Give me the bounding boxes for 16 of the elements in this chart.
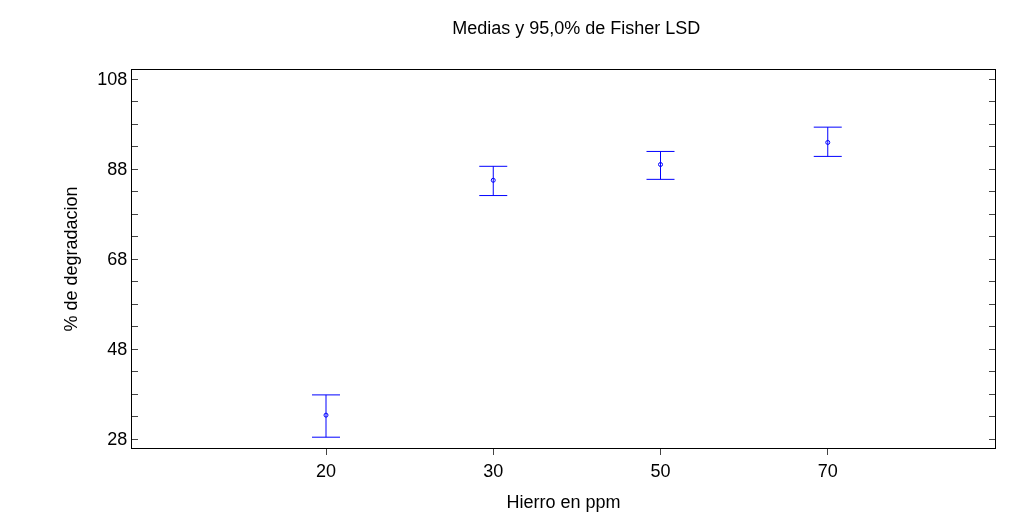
x-tick-label: 30 (483, 460, 504, 481)
x-tick-label: 20 (315, 460, 337, 481)
y-tick-label: 68 (107, 249, 128, 270)
y-tick-label: 108 (97, 69, 128, 90)
point (490, 177, 496, 183)
y-axis-title: % de degradacion (60, 186, 81, 332)
x-tick-label: 70 (817, 460, 838, 481)
x-tick-label: 50 (650, 460, 671, 481)
chart-title: Medias y 95,0% de Fisher LSD (452, 17, 701, 38)
y-tick-label: 48 (107, 339, 128, 360)
point (658, 162, 663, 167)
x-axis-title: Hierro en ppm (506, 491, 621, 512)
y-tick-label: 88 (107, 159, 128, 180)
point (825, 139, 831, 145)
point (323, 412, 329, 418)
y-tick-label: 28 (107, 429, 128, 450)
